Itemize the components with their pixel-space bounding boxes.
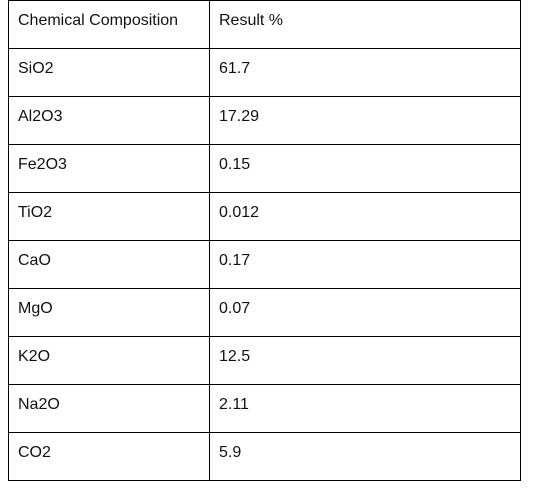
table-row: SiO2 61.7 xyxy=(8,48,521,97)
cell-composition: MgO xyxy=(8,288,210,337)
cell-result: 61.7 xyxy=(209,48,521,97)
table-row: CO2 5.9 xyxy=(8,432,521,481)
table-row: CaO 0.17 xyxy=(8,240,521,289)
composition-table: Chemical Composition Result % SiO2 61.7 … xyxy=(8,0,521,481)
cell-result: 12.5 xyxy=(209,336,521,385)
cell-composition: K2O xyxy=(8,336,210,385)
cell-result: 0.15 xyxy=(209,144,521,193)
table-header-row: Chemical Composition Result % xyxy=(8,0,521,49)
cell-composition: Na2O xyxy=(8,384,210,433)
cell-composition: SiO2 xyxy=(8,48,210,97)
table-row: Fe2O3 0.15 xyxy=(8,144,521,193)
cell-composition: CO2 xyxy=(8,432,210,481)
cell-result: 0.012 xyxy=(209,192,521,241)
table-row: K2O 12.5 xyxy=(8,336,521,385)
header-result-percent: Result % xyxy=(209,0,521,49)
table-row: Al2O3 17.29 xyxy=(8,96,521,145)
cell-composition: TiO2 xyxy=(8,192,210,241)
table-row: MgO 0.07 xyxy=(8,288,521,337)
cell-result: 17.29 xyxy=(209,96,521,145)
composition-table-wrapper: Chemical Composition Result % SiO2 61.7 … xyxy=(8,0,521,481)
cell-result: 0.17 xyxy=(209,240,521,289)
table-row: TiO2 0.012 xyxy=(8,192,521,241)
header-chemical-composition: Chemical Composition xyxy=(8,0,210,49)
cell-composition: CaO xyxy=(8,240,210,289)
cell-result: 2.11 xyxy=(209,384,521,433)
table-row: Na2O 2.11 xyxy=(8,384,521,433)
cell-composition: Al2O3 xyxy=(8,96,210,145)
cell-composition: Fe2O3 xyxy=(8,144,210,193)
cell-result: 0.07 xyxy=(209,288,521,337)
cell-result: 5.9 xyxy=(209,432,521,481)
